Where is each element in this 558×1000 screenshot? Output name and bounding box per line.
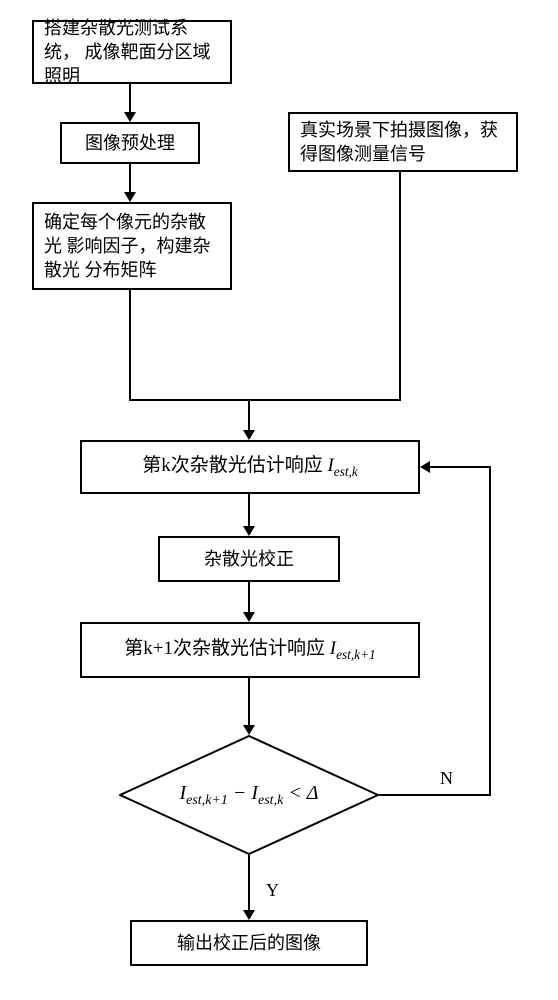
label-no: N xyxy=(440,768,453,789)
edge xyxy=(129,399,401,401)
edge-loop xyxy=(430,466,490,468)
edge xyxy=(399,172,401,400)
node-build-system: 搭建杂散光测试系统， 成像靶面分区域照明 xyxy=(32,20,232,84)
node-label: 输出校正后的图像 xyxy=(177,931,321,955)
node-output: 输出校正后的图像 xyxy=(130,920,368,966)
edge-loop xyxy=(489,466,491,796)
edge xyxy=(248,494,250,526)
node-estimate-k: 第k次杂散光估计响应 Iest,k xyxy=(80,440,420,494)
node-label: 第k次杂散光估计响应 Iest,k xyxy=(142,453,358,481)
node-estimate-k1: 第k+1次杂散光估计响应 Iest,k+1 xyxy=(80,622,420,678)
node-label: 搭建杂散光测试系统， 成像靶面分区域照明 xyxy=(44,16,220,89)
arrowhead-icon xyxy=(124,192,136,202)
node-build-matrix: 确定每个像元的杂散光 影响因子，构建杂散光 分布矩阵 xyxy=(32,202,232,290)
edge xyxy=(248,855,250,910)
arrowhead-icon xyxy=(243,430,255,440)
edge xyxy=(129,84,131,112)
edge xyxy=(129,290,131,400)
edge xyxy=(248,582,250,612)
node-real-scene: 真实场景下拍摄图像，获 得图像测量信号 xyxy=(288,112,518,172)
node-label: 第k+1次杂散光估计响应 Iest,k+1 xyxy=(124,636,375,664)
edge-loop xyxy=(379,794,490,796)
edge xyxy=(248,678,250,725)
arrowhead-icon xyxy=(243,612,255,622)
arrowhead-icon xyxy=(243,526,255,536)
node-correction: 杂散光校正 xyxy=(158,536,340,582)
arrowhead-icon xyxy=(243,725,255,735)
edge xyxy=(129,164,131,192)
decision-label: Iest,k+1 − Iest,k < Δ xyxy=(119,735,379,855)
node-label: 确定每个像元的杂散光 影响因子，构建杂散光 分布矩阵 xyxy=(44,210,220,283)
decision-converge: Iest,k+1 − Iest,k < Δ xyxy=(119,735,379,855)
arrowhead-icon xyxy=(420,461,430,473)
node-label: 杂散光校正 xyxy=(204,547,294,571)
arrowhead-icon xyxy=(243,910,255,920)
edge xyxy=(248,400,250,430)
node-preprocess: 图像预处理 xyxy=(60,122,200,164)
arrowhead-icon xyxy=(124,112,136,122)
label-yes: Y xyxy=(266,880,279,901)
node-label: 真实场景下拍摄图像，获 得图像测量信号 xyxy=(300,118,506,167)
node-label: 图像预处理 xyxy=(85,131,175,155)
